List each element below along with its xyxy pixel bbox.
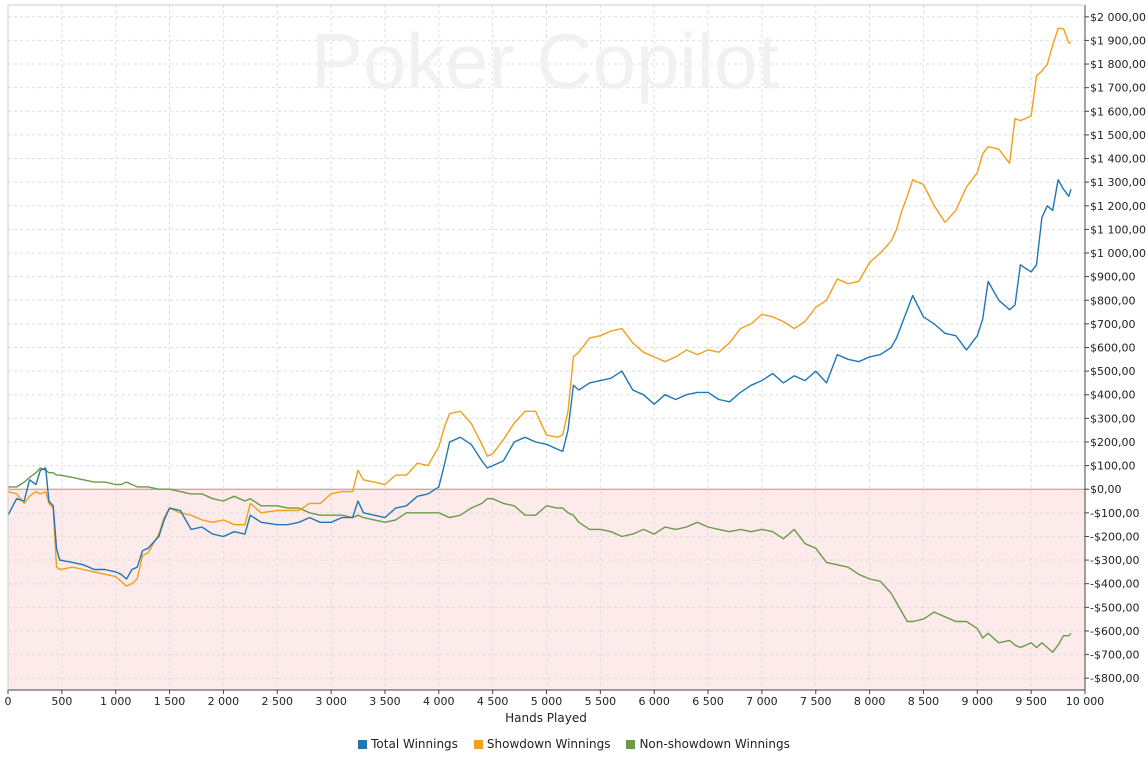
y-tick-label: $800,00: [1090, 294, 1136, 307]
x-tick-label: 8 000: [854, 695, 886, 708]
grid-layer: [7, 5, 1086, 690]
x-tick-label: 4 000: [423, 695, 455, 708]
legend-item-nonshowdown[interactable]: Non-showdown Winnings: [626, 737, 790, 751]
y-tick-label: $900,00: [1090, 271, 1136, 284]
y-tick-label: $0,00: [1090, 483, 1122, 496]
x-tick-label: 0: [5, 695, 12, 708]
x-tick-label: 3 500: [369, 695, 401, 708]
x-tick-label: 5 000: [531, 695, 563, 708]
y-tick-label: $400,00: [1090, 389, 1136, 402]
y-tick-label: -$400,00: [1090, 578, 1139, 591]
x-tick-label: 5 500: [585, 695, 617, 708]
series-showdown-winnings: [7, 27, 1071, 587]
x-tick-label: 1 000: [100, 695, 132, 708]
y-tick-label: -$500,00: [1090, 601, 1139, 614]
y-tick-label: $1 200,00: [1090, 200, 1146, 213]
y-tick-label: $300,00: [1090, 412, 1136, 425]
series-total-winnings: [7, 179, 1072, 580]
y-tick-label: $1 600,00: [1090, 105, 1146, 118]
y-tick-label: $2 000,00: [1090, 11, 1146, 24]
legend-label-showdown: Showdown Winnings: [486, 737, 611, 751]
legend-item-showdown[interactable]: Showdown Winnings: [473, 737, 611, 751]
x-tick-label: 2 500: [262, 695, 294, 708]
legend-label-nonshowdown: Non-showdown Winnings: [639, 737, 790, 751]
legend: Total Winnings Showdown Winnings Non-sho…: [0, 737, 1148, 751]
x-tick-label: 1 500: [154, 695, 186, 708]
series-layer: [7, 27, 1072, 653]
x-tick-label: 500: [51, 695, 72, 708]
legend-swatch-total: [358, 739, 368, 749]
legend-item-total[interactable]: Total Winnings: [358, 737, 458, 751]
y-tick-label: $600,00: [1090, 342, 1136, 355]
series-non-showdown-winnings: [8, 467, 1072, 653]
y-tick-label: $500,00: [1090, 365, 1136, 378]
axis-layer: [7, 4, 1089, 694]
y-tick-label: $1 100,00: [1090, 223, 1146, 236]
y-tick-label: $1 300,00: [1090, 176, 1146, 189]
watermark: Poker Copilot: [311, 17, 780, 105]
y-tick-label: -$200,00: [1090, 530, 1139, 543]
y-tick-label: $200,00: [1090, 436, 1136, 449]
legend-label-total: Total Winnings: [371, 737, 458, 751]
x-tick-label: 9 000: [962, 695, 994, 708]
y-tick-label: -$600,00: [1090, 625, 1139, 638]
y-tick-label: $700,00: [1090, 318, 1136, 331]
y-tick-label: $1 400,00: [1090, 153, 1146, 166]
y-tick-label: $1 500,00: [1090, 129, 1146, 142]
x-tick-label: 9 500: [1015, 695, 1047, 708]
y-tick-label: -$800,00: [1090, 672, 1139, 685]
legend-swatch-showdown: [473, 739, 483, 749]
x-tick-labels: 0 500 1 000 1 500 2 000 2 500 3 000 3 500 4 000 4…: [5, 695, 1105, 708]
x-tick-label: 6 000: [638, 695, 670, 708]
x-axis-title: Hands Played: [505, 711, 587, 725]
y-tick-label: $1 900,00: [1090, 34, 1146, 47]
x-tick-label: 6 500: [692, 695, 724, 708]
y-tick-label: -$100,00: [1090, 507, 1139, 520]
legend-swatch-nonshowdown: [626, 739, 636, 749]
y-tick-label: $1 800,00: [1090, 58, 1146, 71]
x-tick-label: 7 500: [800, 695, 832, 708]
y-tick-labels: $2 000,00 $1 900,00 $1 800,00 $1 700,00 $1 6…: [1090, 11, 1146, 685]
x-tick-label: 7 000: [746, 695, 778, 708]
x-tick-label: 3 000: [315, 695, 347, 708]
x-tick-label: 8 500: [908, 695, 940, 708]
x-tick-label: 4 500: [477, 695, 509, 708]
x-tick-label: 2 000: [208, 695, 240, 708]
y-tick-label: -$700,00: [1090, 649, 1139, 662]
y-tick-label: $100,00: [1090, 460, 1136, 473]
y-tick-label: $1 700,00: [1090, 82, 1146, 95]
y-tick-label: $1 000,00: [1090, 247, 1146, 260]
y-tick-label: -$300,00: [1090, 554, 1139, 567]
x-tick-label: 10 000: [1066, 695, 1105, 708]
